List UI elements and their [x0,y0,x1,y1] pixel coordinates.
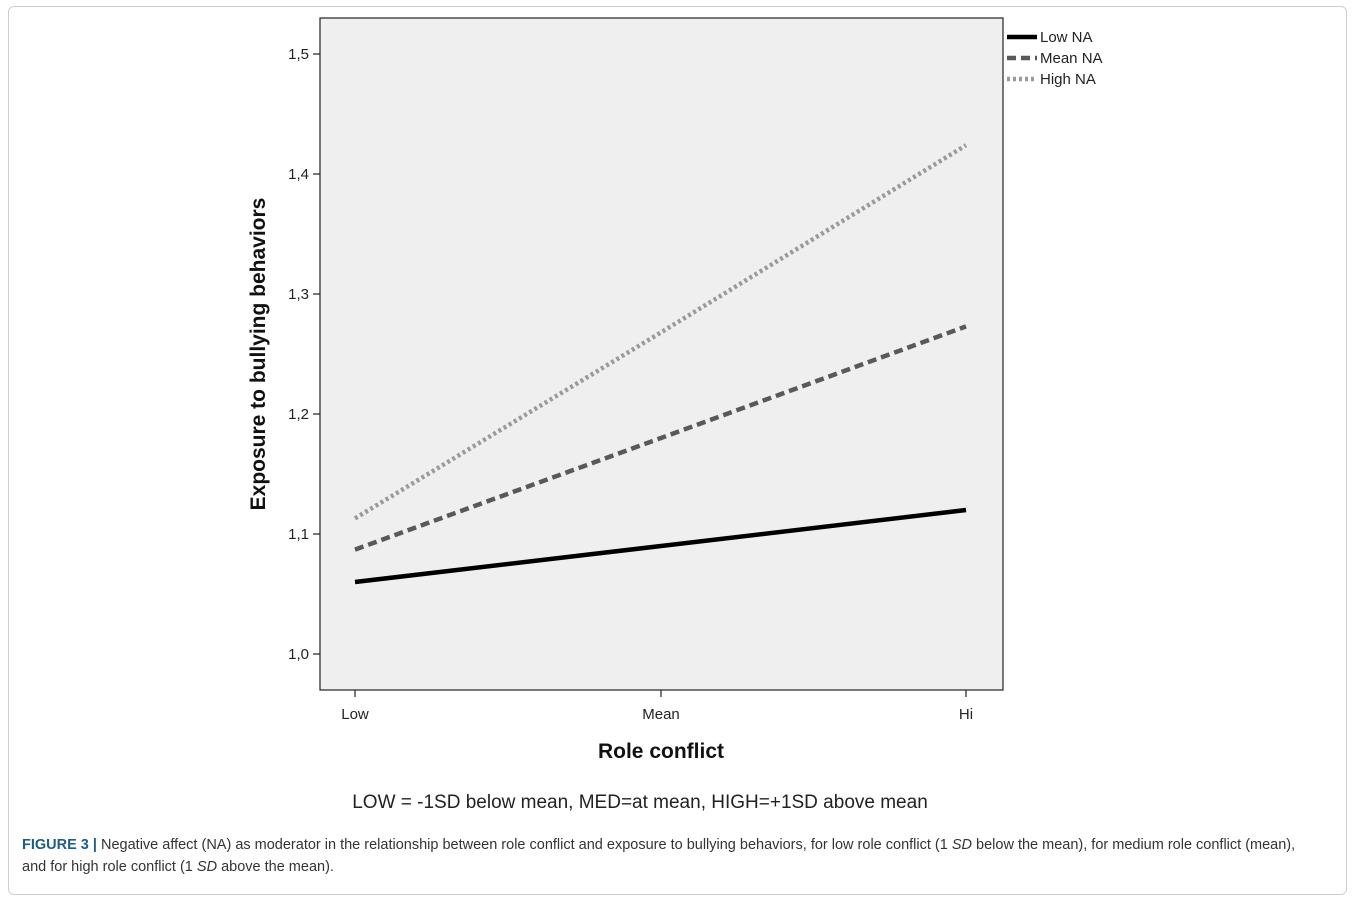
caption-label: FIGURE 3 | [22,837,97,853]
series-line-low-na [354,507,967,585]
y-tick-label: 1,0 [288,646,309,663]
chart-note: LOW = -1SD below mean, MED=at mean, HIGH… [352,792,928,813]
y-tick-label: 1,2 [288,406,309,423]
series-line-mean-na [354,324,967,552]
series-line-high-na [353,143,968,521]
legend-label: Mean NA [1040,50,1103,67]
y-axis-ticks: 1,0 1,1 1,2 1,3 1,4 1,5 [288,46,320,663]
x-tick-label: Mean [642,706,680,723]
y-tick-label: 1,3 [288,286,309,303]
x-axis-ticks: Low Mean Hi [341,690,973,723]
caption-text-1: Negative affect (NA) as moderator in the… [96,837,952,853]
legend-label: High NA [1040,71,1096,88]
figure-frame [8,6,1347,895]
caption-sd-2: SD [196,859,218,875]
x-tick-label: Hi [959,706,973,723]
caption-text-2: below the mean), for medium role conflic… [22,837,1296,875]
x-tick-label: Low [341,706,369,723]
caption-sd-1: SD [951,837,972,853]
caption-text-3: above the mean). [217,859,334,875]
figure-caption: FIGURE 3 | Negative affect (NA) as moder… [22,834,1322,878]
plot-area [319,17,1004,691]
y-tick-label: 1,1 [288,526,309,543]
y-axis-title: Exposure to bullying behaviors [247,198,270,511]
y-tick-label: 1,5 [288,46,309,63]
line-chart: 1,0 1,1 1,2 1,3 1,4 1,5 Low Mean Hi Exposure to… [247,17,1103,813]
y-tick-label: 1,4 [288,166,309,183]
legend-label: Low NA [1040,29,1093,46]
legend: Low NA Mean NA High NA [1007,29,1103,88]
series-lines [353,143,968,585]
x-axis-title: Role conflict [598,740,724,763]
